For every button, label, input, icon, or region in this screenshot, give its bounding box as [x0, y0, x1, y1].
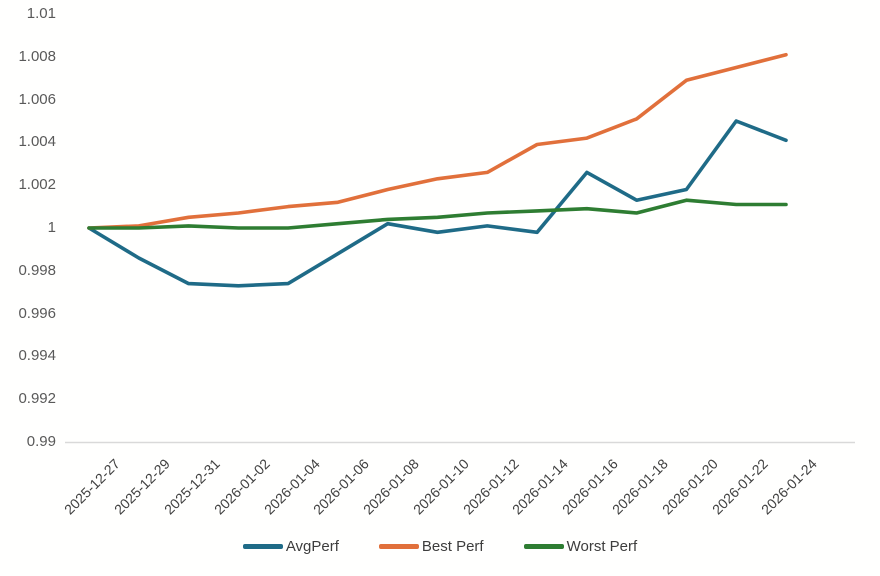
best-perf-legend-swatch-icon [378, 544, 419, 549]
y-tick-label: 0.998 [18, 261, 56, 279]
worst-perf-series-line [87, 198, 788, 230]
y-tick-label: 1.004 [18, 133, 56, 151]
legend-label: Best Perf [421, 538, 484, 555]
avgperf-series-line [87, 119, 788, 288]
y-tick-label: 1.01 [26, 5, 56, 22]
y-tick-label: 1 [47, 219, 56, 236]
legend-item-worst-perf: Worst Perf [523, 538, 638, 555]
best-perf-series-line [87, 52, 788, 230]
y-tick-label: 1.006 [18, 90, 56, 108]
y-tick-label: 1.002 [18, 176, 56, 194]
y-tick-label: 1.008 [18, 47, 56, 65]
legend-label: AvgPerf [285, 538, 339, 555]
y-tick-label: 0.996 [18, 304, 56, 322]
legend-item-best-perf: Best Perf [378, 538, 484, 555]
y-tick-label: 0.99 [26, 433, 56, 450]
y-tick-label: 0.992 [18, 390, 56, 408]
legend-label: Worst Perf [566, 538, 638, 555]
avgperf-legend-swatch-icon [242, 544, 283, 549]
legend: AvgPerf Best Perf Worst Perf [0, 538, 880, 555]
y-tick-label: 0.994 [18, 347, 56, 365]
legend-item-avgperf: AvgPerf [242, 538, 339, 555]
worst-perf-legend-swatch-icon [523, 544, 564, 549]
